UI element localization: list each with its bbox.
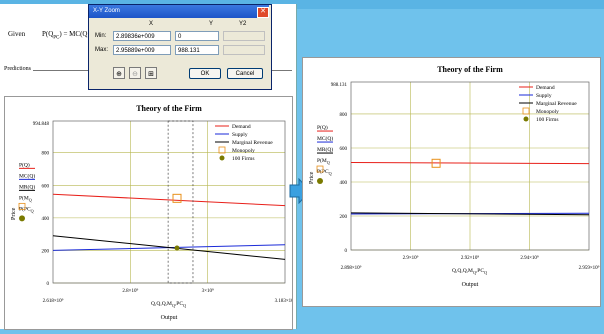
y-tick-label: 200 (42, 249, 50, 254)
chart-title: Theory of the Firm (136, 104, 202, 113)
legend-entry: Monopoly (232, 148, 255, 154)
legend-entry: Monopoly (536, 109, 559, 115)
series-line-marginal-revenue (52, 235, 286, 260)
col-y-label: Y (209, 21, 214, 27)
ok-button[interactable]: OK (189, 68, 221, 79)
y-tick-label: 600 (340, 147, 348, 152)
monopoly-point (172, 193, 182, 203)
y-tick-label: 0 (345, 249, 348, 254)
firms-point (174, 245, 180, 251)
monopoly-point (431, 158, 441, 168)
min-y-field[interactable]: 0 (175, 31, 219, 41)
y-axis-label: Price (309, 171, 315, 184)
col-y2-label: Y2 (239, 21, 247, 27)
x-tick-label: 3×10⁹ (202, 288, 214, 294)
y-trace-marker-monopoly (18, 202, 26, 210)
legend-entry: Marginal Revenue (232, 140, 273, 146)
legend-entry: 100 Firms (536, 117, 558, 123)
y-trace-marker-monopoly (316, 165, 324, 173)
legend-entry: Supply (536, 93, 552, 99)
y-tick-label: 800 (42, 152, 50, 157)
series-line-demand (350, 161, 590, 165)
series-line-demand (52, 193, 286, 207)
legend-entry: 100 Firms (232, 156, 254, 162)
y-max-label: 994.848 (33, 122, 50, 127)
x-min-label: 2.898×10⁹ (341, 265, 362, 271)
y-trace-label: P(Q) (19, 161, 30, 168)
x-tick-label: 2.94×10⁹ (520, 255, 539, 261)
col-x-label: X (149, 21, 154, 27)
y-tick-label: 400 (340, 181, 348, 186)
plot-right[interactable]: Theory of the Firm 800 600 400 200 0 988.131 2.… (302, 57, 601, 307)
window-top-bar (0, 0, 604, 9)
y-trace-label: P(MQ (317, 157, 330, 165)
predictions-label: Predictions (4, 66, 33, 72)
given-equation: P(QPC) = MC(Q (42, 30, 88, 41)
y-tick-label: 0 (47, 282, 50, 287)
chart-left-svg[interactable]: Theory of the Firm 800 600 400 200 0 994.848 2.… (5, 97, 296, 329)
full-view-icon[interactable]: ⊞ (145, 67, 157, 79)
dialog-title: X-Y Zoom (89, 5, 269, 18)
max-y-field[interactable]: 988.131 (175, 45, 219, 55)
zoom-selection-rect (167, 120, 194, 284)
close-icon[interactable]: ✕ (257, 7, 269, 18)
legend-entry: Supply (232, 132, 248, 138)
y-trace-label: P(Q) (317, 124, 328, 131)
y-trace-label: MC(Q) (19, 172, 35, 179)
series-line-marginal-revenue (350, 212, 590, 216)
x-axis-expression: Q,Q,Q,MQ,PCQ (452, 268, 487, 275)
x-axis-label: Output (462, 282, 479, 288)
legend-entry: Marginal Revenue (536, 101, 577, 107)
y-tick-label: 400 (42, 217, 50, 222)
zoom-out-icon[interactable]: ⊖ (129, 67, 141, 79)
x-axis-expression: Q,Q,Q,MQ,PCQ (151, 301, 186, 308)
x-max-label: 2.959×10⁹ (579, 265, 600, 271)
x-tick-label: 2.9×10⁹ (403, 255, 419, 261)
y-trace-marker-100-firms (317, 178, 323, 185)
plot-left[interactable]: Theory of the Firm 800 600 400 200 0 994.848 2.… (4, 96, 296, 330)
y-tick-label: 200 (340, 215, 348, 220)
legend-swatch (219, 155, 225, 161)
min-label: Min: (95, 33, 107, 39)
max-label: Max: (95, 47, 109, 53)
y-trace-label: MR(Q) (19, 183, 35, 190)
y-trace-label: MC(Q) (317, 135, 333, 142)
legend-swatch (522, 107, 530, 115)
plot-area-border (350, 81, 590, 251)
x-tick-label: 2.8×10⁹ (122, 288, 138, 294)
legend-swatch (218, 146, 226, 154)
legend-entry: Demand (232, 124, 251, 130)
y-trace-label: P(MQ (19, 194, 32, 202)
y-axis-label: Price (11, 207, 17, 220)
y-tick-label: 600 (42, 184, 50, 189)
y-trace-marker-100-firms (19, 215, 25, 222)
xy-zoom-dialog: X-Y Zoom ✕ X Y Y2 Min: 2.89836e+009 0 Ma… (88, 4, 272, 90)
max-y2-field (223, 45, 265, 55)
x-max-label: 3.183×10⁹ (275, 298, 292, 304)
y-tick-label: 800 (340, 113, 348, 118)
given-label: Given (8, 30, 26, 38)
y-max-label: 988.131 (331, 83, 348, 88)
x-axis-label: Output (161, 315, 178, 321)
chart-title: Theory of the Firm (437, 65, 503, 74)
x-tick-label: 2.92×10⁹ (461, 255, 480, 261)
legend-entry: Demand (536, 85, 555, 91)
min-y2-field (223, 31, 265, 41)
chart-right-svg[interactable]: Theory of the Firm 800 600 400 200 0 988.131 2.… (303, 58, 600, 306)
legend-swatch (523, 116, 529, 122)
cancel-button[interactable]: Cancel (227, 68, 263, 79)
max-x-field[interactable]: 2.95889e+009 (113, 45, 171, 55)
y-trace-label: MR(Q) (317, 146, 333, 153)
min-x-field[interactable]: 2.89836e+009 (113, 31, 171, 41)
zoom-in-icon[interactable]: ⊕ (113, 67, 125, 79)
x-min-label: 2.618×10⁹ (43, 298, 64, 304)
